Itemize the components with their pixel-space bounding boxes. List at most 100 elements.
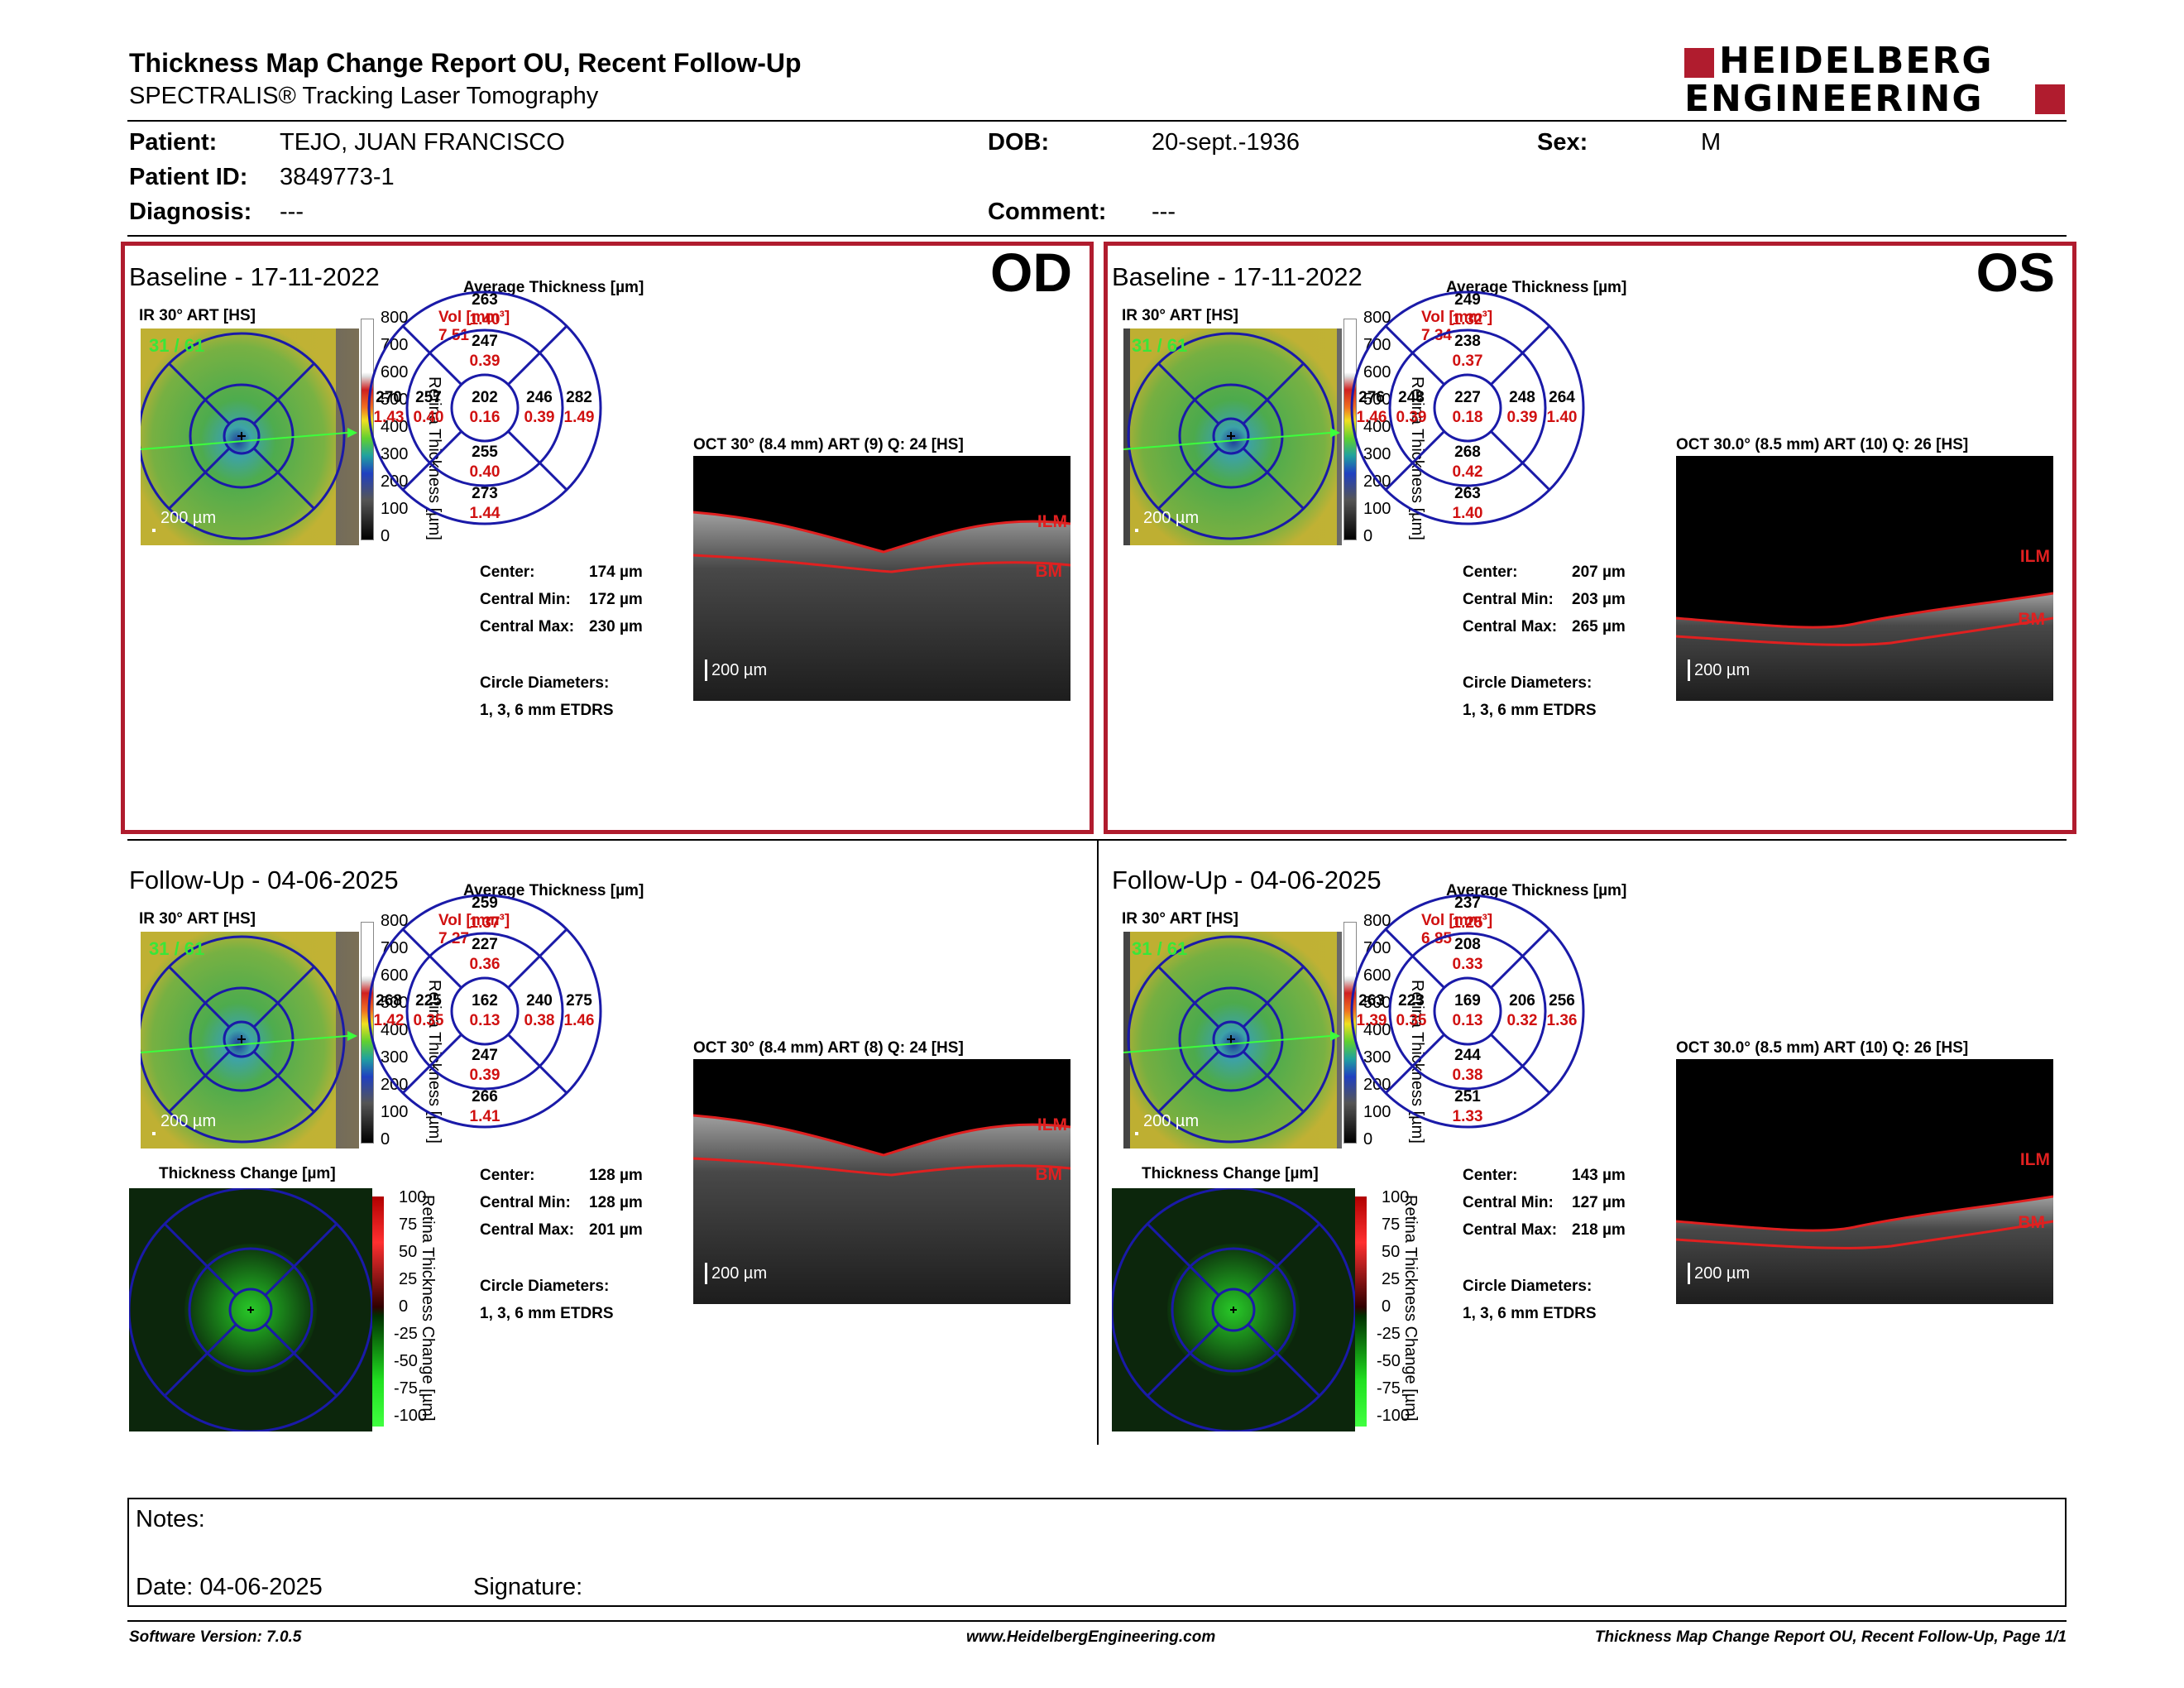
od-baseline-fundus-image: 31 / 61 200 µm (141, 328, 359, 545)
od-followup-change-colorbar (372, 1196, 384, 1427)
od-followup-colorbar (361, 922, 374, 1144)
os-followup-stat-value: 218 µm (1572, 1221, 1626, 1239)
os-baseline-fundus-scale: 200 µm (1143, 509, 1200, 527)
od-followup-etdrs-grid (367, 894, 602, 1129)
os-followup-change-map (1112, 1188, 1355, 1431)
os-followup-oct-scale-bar (1688, 1263, 1690, 1284)
os-followup-sector-outer-right: 256 1.36 (1542, 991, 1582, 1031)
od-baseline-fundus-scale: 200 µm (160, 509, 217, 527)
od-baseline-stat-label: Central Max: (480, 618, 575, 635)
os-followup-sector-volume: 0.32 (1506, 1012, 1538, 1029)
od-followup-sector-inner-left: 225 0.35 (409, 991, 448, 1031)
os-baseline-stat-label: Central Min: (1463, 591, 1554, 608)
od-baseline-stat-label: Center: (480, 563, 535, 581)
od-followup-stat-row: Central Min: 128 µm (480, 1189, 695, 1216)
os-baseline-sector-outer-left: 276 1.46 (1352, 388, 1391, 428)
os-baseline-oct-bm: BM (2018, 610, 2045, 629)
od-baseline-stat-value: 230 µm (589, 618, 643, 635)
os-followup-change-cbar-title: Retina Thickness Change [µm] (1401, 1195, 1420, 1422)
od-followup-stat-row: Center: 128 µm (480, 1162, 695, 1189)
od-followup-sector-volume: 1.46 (563, 1012, 595, 1029)
sex-value: M (1701, 129, 1722, 156)
logo-line-2: ENGINEERING (1684, 78, 1984, 120)
os-followup-stat-value: 127 µm (1572, 1194, 1626, 1211)
os-followup-sector-inner-sup: 208 0.33 (1448, 935, 1487, 975)
od-followup-fundus-tag: 31 / 61 (149, 938, 205, 959)
os-followup-vol-label: Vol [mm³] (1421, 912, 1493, 929)
os-followup-cbar-tick: 500 (1363, 994, 1391, 1012)
od-baseline-sector-volume: 0.40 (469, 463, 500, 481)
logo-square-bottom (2035, 84, 2065, 114)
os-followup-cbar-tick: 100 (1363, 1103, 1391, 1121)
os-followup-sector-volume: 1.39 (1356, 1012, 1387, 1029)
logo-line-1: HEIDELBERG (1719, 40, 1994, 82)
od-followup-sector-volume: 0.13 (469, 1012, 500, 1029)
os-followup-cbar-tick: 400 (1363, 1021, 1391, 1039)
od-baseline-oct-bscan: ILM BM 200 µm (693, 456, 1070, 701)
os-baseline-cbar-tick: 500 (1363, 391, 1391, 409)
od-baseline-sector-volume: 0.16 (469, 409, 500, 426)
os-baseline-fundus-tag: 31 / 61 (1132, 335, 1188, 356)
od-followup-cbar-tick: 600 (381, 966, 409, 985)
od-followup-stat-label: Central Min: (480, 1194, 571, 1211)
os-baseline-cbar-tick: 100 (1363, 500, 1391, 518)
os-followup-stat-label: Central Max: (1463, 1221, 1558, 1239)
od-baseline-oct-scale-bar (705, 659, 707, 681)
os-baseline-sector-inner-sup: 238 0.37 (1448, 332, 1487, 372)
os-followup-sector-thickness: 169 (1454, 992, 1481, 1009)
od-baseline-sector-thickness: 257 (415, 389, 442, 406)
od-followup-panel: Follow-Up - 04-06-2025 IR 30° ART [HS] 31 … (129, 864, 1089, 1443)
os-baseline-sector-thickness: 264 (1549, 389, 1575, 406)
os-baseline-cbar-tick: 300 (1363, 445, 1391, 463)
dob-value: 20-sept.-1936 (1152, 129, 1300, 156)
od-followup-sector-thickness: 227 (472, 936, 498, 953)
os-followup-cbar-tick: 600 (1363, 966, 1391, 985)
os-baseline-circle-label: Circle Diameters: (1463, 674, 1592, 692)
od-followup-sector-outer-right: 275 1.46 (559, 991, 599, 1031)
os-followup-change-tick: -25 (1377, 1325, 1401, 1343)
os-followup-etdrs-grid (1350, 894, 1585, 1129)
os-baseline-avg-thickness-label: Average Thickness [µm] (1446, 279, 1627, 296)
od-baseline-sector-thickness: 255 (472, 444, 498, 461)
od-followup-oct-ilm: ILM (1037, 1115, 1067, 1134)
od-followup-sector-inner-sup: 227 0.36 (465, 935, 505, 975)
os-followup-oct-bscan: ILM BM 200 µm (1676, 1059, 2053, 1304)
os-baseline-sector-volume: 1.40 (1546, 409, 1578, 426)
od-baseline-colorbar (361, 319, 374, 540)
od-followup-oct-bm: BM (1035, 1165, 1062, 1184)
od-baseline-sector-thickness: 273 (472, 485, 498, 502)
od-followup-change-tick: 100 (399, 1188, 427, 1206)
od-baseline-oct-scale: 200 µm (711, 661, 768, 679)
os-baseline-stat-value: 265 µm (1572, 618, 1626, 635)
os-baseline-sector-center: 227 0.18 (1448, 388, 1487, 428)
os-baseline-cbar-tick: 400 (1363, 418, 1391, 436)
os-baseline-stats: Center: 207 µm Central Min: 203 µm Central M… (1463, 559, 1678, 640)
od-followup-sector-thickness: 247 (472, 1047, 498, 1064)
os-followup-sector-center: 169 0.13 (1448, 991, 1487, 1031)
os-followup-sector-inner-inf: 244 0.38 (1448, 1046, 1487, 1086)
od-followup-fundus-scale: 200 µm (160, 1112, 217, 1130)
od-followup-sector-outer-left: 268 1.42 (369, 991, 409, 1031)
od-baseline-sector-volume: 1.44 (469, 505, 500, 522)
od-baseline-sector-outer-inf: 273 1.44 (465, 484, 505, 524)
patient-divider (127, 235, 2067, 237)
os-followup-stat-value: 143 µm (1572, 1167, 1626, 1184)
os-followup-change-tick: 100 (1382, 1188, 1410, 1206)
os-followup-oct-bm: BM (2018, 1213, 2045, 1232)
od-followup-cbar-tick: 800 (381, 912, 409, 930)
os-baseline-sector-thickness: 249 (1454, 291, 1481, 309)
os-baseline-sector-outer-inf: 263 1.40 (1448, 484, 1487, 524)
os-baseline-sector-thickness: 248 (1398, 389, 1425, 406)
od-followup-sector-thickness: 162 (472, 992, 498, 1009)
os-baseline-ir-label: IR 30° ART [HS] (1122, 307, 1238, 324)
os-baseline-stat-label: Central Max: (1463, 618, 1558, 635)
footer-divider (127, 1620, 2067, 1622)
os-followup-fundus-scale: 200 µm (1143, 1112, 1200, 1130)
os-followup-oct-svg (1676, 1195, 2053, 1304)
os-baseline-sector-thickness: 263 (1454, 485, 1481, 502)
od-followup-cbar-tick: 0 (381, 1130, 390, 1149)
od-followup-sector-volume: 0.35 (413, 1012, 444, 1029)
patient-label: Patient: (129, 129, 218, 156)
os-baseline-stat-row: Center: 207 µm (1463, 559, 1678, 586)
od-followup-stat-row: Central Max: 201 µm (480, 1216, 695, 1244)
